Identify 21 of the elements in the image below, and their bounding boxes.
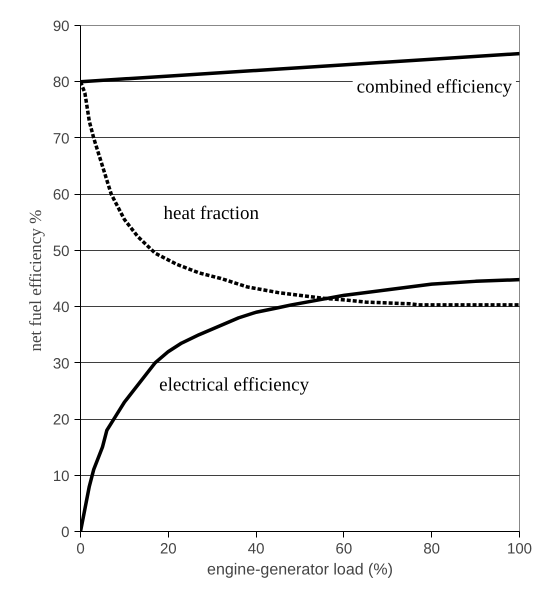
x-tick-label: 80 <box>423 540 440 558</box>
y-tick-label: 80 <box>52 74 70 92</box>
y-tick-label: 70 <box>52 130 70 148</box>
y-tick-label: 50 <box>52 242 70 260</box>
x-tick-label: 100 <box>506 540 532 558</box>
series-label: combined efficiency <box>356 76 512 98</box>
series-label: heat fraction <box>164 202 260 224</box>
y-axis-title: net fuel efficiency % <box>26 210 45 352</box>
x-tick-label: 20 <box>160 540 177 558</box>
y-tick-label: 0 <box>61 524 70 541</box>
y-tick-label: 30 <box>52 355 70 372</box>
y-tick-label: 20 <box>52 412 70 429</box>
series-label: electrical efficiency <box>159 374 310 396</box>
x-tick-label: 60 <box>336 540 352 558</box>
y-tick-label: 10 <box>52 468 70 485</box>
y-tick-label: 90 <box>52 18 70 35</box>
y-tick-label: 40 <box>52 299 70 316</box>
y-tick-label: 60 <box>52 186 70 204</box>
x-axis-title: engine-generator load (%) <box>207 562 393 578</box>
x-tick-label: 0 <box>76 540 85 558</box>
x-tick-label: 40 <box>248 540 264 558</box>
